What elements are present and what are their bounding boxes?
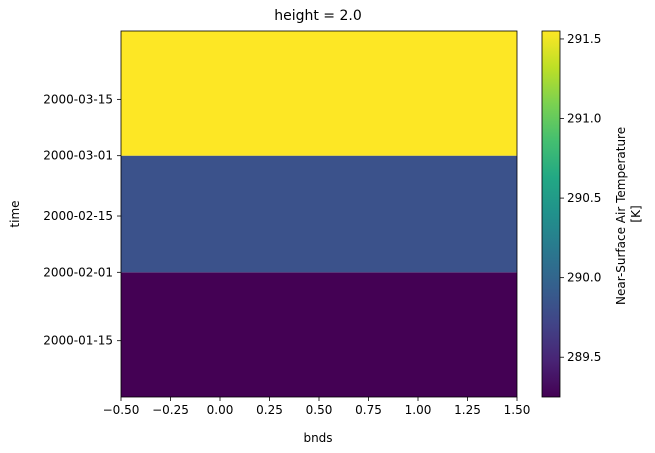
y-axis-label: time — [8, 200, 22, 227]
colorbar-label-line2: [K] — [629, 205, 643, 222]
x-tick-label: 0.25 — [256, 403, 283, 417]
colorbar-tick-label: 290.5 — [567, 191, 601, 205]
heatmap-cell-1 — [121, 272, 517, 397]
x-axis-ticks: −0.50 −0.25 0.00 0.25 0.50 0.75 1.00 1.25 1.50 — [103, 397, 531, 417]
colorbar-tick-label: 290.0 — [567, 271, 601, 285]
heatmap-cell-3 — [121, 31, 517, 156]
x-tick-label: 1.50 — [504, 403, 531, 417]
y-tick-label: 2000-02-15 — [43, 209, 113, 223]
colorbar-label: Near-Surface Air Temperature [K] — [614, 123, 643, 305]
x-tick-label: 1.25 — [454, 403, 481, 417]
colorbar-label-line1: Near-Surface Air Temperature — [614, 127, 628, 305]
x-tick-label: −0.50 — [103, 403, 140, 417]
colorbar-tick-label: 291.5 — [567, 32, 601, 46]
chart-title: height = 2.0 — [274, 8, 362, 24]
x-axis-label: bnds — [303, 431, 332, 445]
x-tick-label: 0.00 — [207, 403, 234, 417]
x-tick-label: 1.00 — [405, 403, 432, 417]
y-axis-ticks: 2000-01-15 2000-02-01 2000-02-15 2000-03-01… — [43, 92, 121, 348]
heatmap-cell-2 — [121, 155, 517, 273]
y-tick-label: 2000-03-01 — [43, 149, 113, 163]
y-tick-label: 2000-01-15 — [43, 334, 113, 348]
colorbar-tick-label: 291.0 — [567, 112, 601, 126]
heatmap-cells — [121, 31, 517, 397]
colorbar-ticks: 289.5 290.0 290.5 291.0 291.5 — [560, 32, 601, 364]
colorbar — [541, 30, 561, 398]
x-tick-label: −0.25 — [152, 403, 189, 417]
x-tick-label: 0.75 — [355, 403, 382, 417]
y-tick-label: 2000-03-15 — [43, 92, 113, 106]
colorbar-tick-label: 289.5 — [567, 350, 601, 364]
x-tick-label: 0.50 — [306, 403, 333, 417]
y-tick-label: 2000-02-01 — [43, 265, 113, 279]
